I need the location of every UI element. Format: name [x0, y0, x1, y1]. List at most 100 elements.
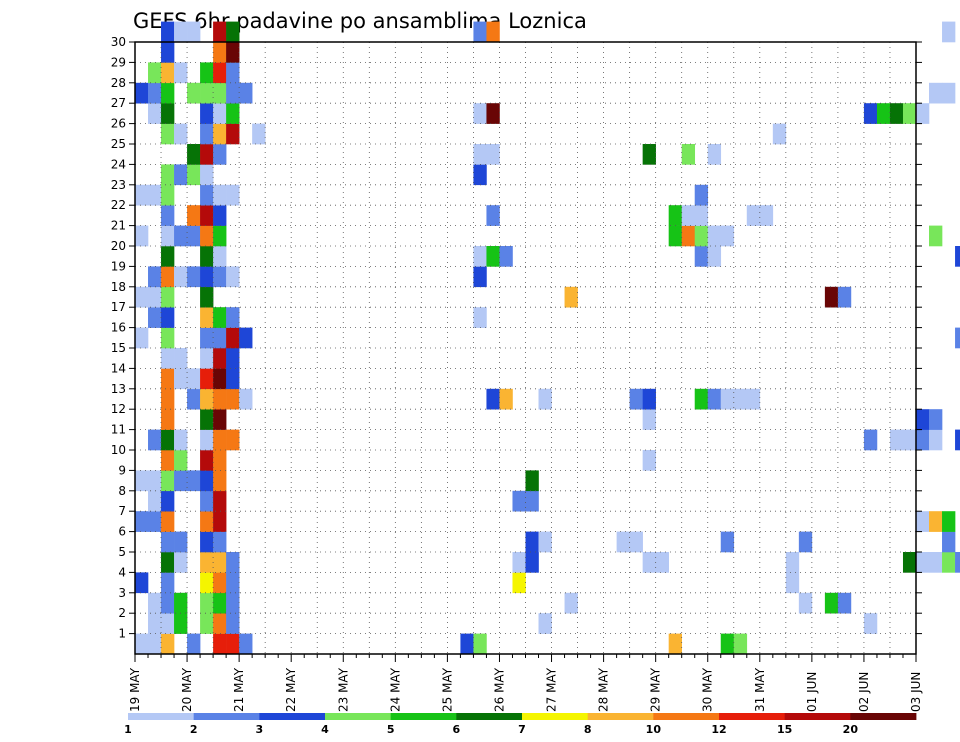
- y-tick-label-22: 22: [111, 198, 126, 212]
- cell-m3-s5: [200, 572, 214, 594]
- cell-m16-s2: [161, 307, 175, 328]
- y-tick-label-7: 7: [118, 504, 126, 518]
- cell-m4-s6: [213, 552, 227, 573]
- cell-m20-s45: [720, 225, 735, 247]
- cell-m23-s2: [161, 164, 175, 186]
- y-tick-label-13: 13: [111, 382, 126, 396]
- cell-m22-s2: [161, 184, 175, 206]
- cell-m23-s4: [187, 164, 201, 186]
- cell-m13-s3: [174, 368, 188, 390]
- cell-m30-s62: [942, 21, 956, 43]
- cell-m6-s2: [161, 511, 175, 532]
- cell-m10-s58: [889, 429, 904, 451]
- x-tick-label-6: 25 MAY: [440, 667, 454, 712]
- cell-m1-s2: [161, 613, 175, 634]
- cell-m19-s63: [955, 246, 960, 267]
- cell-m2-s54: [837, 592, 852, 614]
- cell-m13-s5: [200, 368, 214, 390]
- cell-m12-s46: [733, 388, 748, 410]
- cell-m25-s49: [772, 123, 787, 145]
- cell-m20-s3: [174, 225, 188, 247]
- cell-m27-s8: [239, 82, 253, 104]
- cell-m2-s33: [564, 592, 578, 614]
- cell-m0-s2: [161, 633, 175, 655]
- cell-m20-s0: [135, 225, 149, 247]
- cell-m16-s1: [148, 307, 162, 328]
- y-tick-label-5: 5: [118, 545, 126, 559]
- cell-m14-s6: [213, 348, 227, 369]
- y-tick-label-24: 24: [111, 157, 126, 171]
- cell-m2-s3: [174, 592, 188, 614]
- cell-m4-s62: [942, 552, 956, 573]
- cell-m26-s2: [161, 103, 175, 124]
- cell-m7-s2: [161, 490, 175, 512]
- cell-m8-s0: [135, 470, 149, 492]
- cell-m26-s58: [889, 103, 904, 124]
- cell-m11-s6: [213, 409, 227, 430]
- cell-m18-s5: [200, 266, 214, 288]
- cell-m30-s3: [174, 21, 188, 43]
- x-tick-label-15: 03 JUN: [909, 672, 923, 712]
- cell-m9-s3: [174, 450, 188, 471]
- y-tick-label-11: 11: [111, 423, 126, 437]
- cell-m5-s31: [538, 531, 552, 553]
- cell-m21-s6: [213, 205, 227, 226]
- cell-m25-s3: [174, 123, 188, 145]
- cell-m4-s29: [512, 552, 526, 573]
- cell-m2-s5: [200, 592, 214, 614]
- cell-m7-s29: [512, 490, 526, 512]
- cell-m20-s42: [681, 225, 696, 247]
- cell-m0-s4: [187, 633, 201, 655]
- cell-m18-s4: [187, 266, 201, 288]
- y-tick-label-21: 21: [111, 219, 126, 233]
- cell-m20-s4: [187, 225, 201, 247]
- cell-m12-s45: [720, 388, 735, 410]
- cell-m26-s7: [226, 103, 240, 124]
- cell-m18-s3: [174, 266, 188, 288]
- y-tick-label-2: 2: [118, 606, 126, 620]
- cell-m7-s6: [213, 490, 227, 512]
- cell-m0-s7: [226, 633, 240, 655]
- colorbar-swatch-6: [522, 713, 589, 720]
- cell-m4-s7: [226, 552, 240, 573]
- cell-m24-s26: [473, 144, 487, 165]
- cell-m30-s6: [213, 21, 227, 43]
- cell-m10-s3: [174, 429, 188, 451]
- y-tick-label-23: 23: [111, 178, 126, 192]
- y-tick-label-26: 26: [111, 117, 126, 131]
- cell-m10-s2: [161, 429, 175, 451]
- y-tick-label-28: 28: [111, 76, 126, 90]
- colorbar-label-5: 6: [453, 723, 461, 736]
- cell-m27-s62: [942, 82, 956, 104]
- cell-m7-s5: [200, 490, 214, 512]
- cell-m15-s8: [239, 327, 253, 349]
- cell-m22-s0: [135, 184, 149, 206]
- cell-m5-s38: [629, 531, 643, 553]
- cell-m9-s2: [161, 450, 175, 471]
- cell-m21-s48: [759, 205, 774, 226]
- cell-m5-s3: [174, 531, 188, 553]
- y-tick-label-27: 27: [111, 96, 126, 110]
- cell-m21-s5: [200, 205, 214, 226]
- cell-m26-s59: [902, 103, 917, 124]
- cell-m20-s61: [929, 225, 943, 247]
- y-tick-label-1: 1: [118, 627, 126, 641]
- cell-m28-s5: [200, 62, 214, 84]
- cell-m14-s5: [200, 348, 214, 369]
- cell-m4-s3: [174, 552, 188, 573]
- x-tick-label-9: 28 MAY: [597, 667, 611, 712]
- cell-m19-s2: [161, 246, 175, 267]
- cell-m19-s44: [707, 246, 722, 267]
- cell-m0-s8: [239, 633, 253, 655]
- cell-m9-s39: [642, 450, 656, 471]
- cell-m5-s51: [798, 531, 813, 553]
- colorbar-swatch-5: [456, 713, 523, 720]
- colorbar-swatch-4: [390, 713, 457, 720]
- cell-m25-s2: [161, 123, 175, 145]
- cell-m1-s5: [200, 613, 214, 634]
- y-tick-label-8: 8: [118, 484, 126, 498]
- x-tick-label-10: 29 MAY: [649, 667, 663, 712]
- cell-m15-s6: [213, 327, 227, 349]
- cell-m17-s54: [837, 286, 852, 308]
- cell-m3-s2: [161, 572, 175, 594]
